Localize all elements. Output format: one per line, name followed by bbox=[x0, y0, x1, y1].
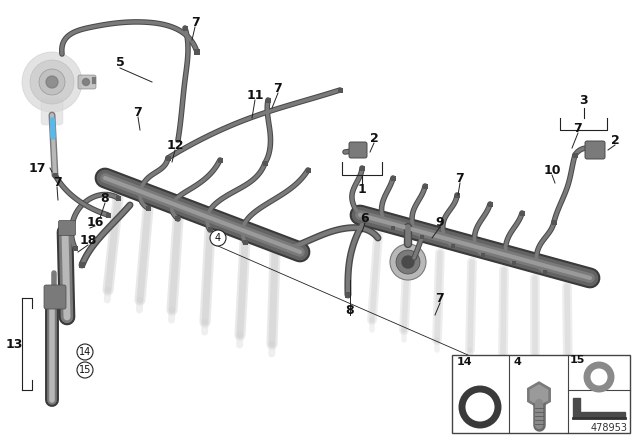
Bar bbox=[145, 206, 150, 211]
Bar bbox=[207, 228, 212, 233]
Bar bbox=[194, 49, 200, 55]
Polygon shape bbox=[573, 398, 625, 418]
Text: 18: 18 bbox=[79, 233, 97, 246]
Bar bbox=[488, 202, 493, 207]
Circle shape bbox=[77, 362, 93, 378]
Bar bbox=[422, 184, 428, 189]
Bar bbox=[543, 270, 547, 274]
Bar bbox=[512, 261, 516, 265]
Bar bbox=[243, 240, 248, 245]
Bar bbox=[266, 98, 271, 103]
Bar bbox=[79, 262, 85, 268]
Text: 3: 3 bbox=[579, 94, 588, 107]
Text: 7: 7 bbox=[274, 82, 282, 95]
Text: 15: 15 bbox=[79, 365, 91, 375]
Text: 7: 7 bbox=[436, 292, 444, 305]
Bar bbox=[182, 26, 188, 30]
Bar bbox=[106, 212, 111, 217]
Text: 7: 7 bbox=[134, 105, 142, 119]
FancyBboxPatch shape bbox=[585, 141, 605, 159]
Bar bbox=[305, 168, 310, 172]
Text: 7: 7 bbox=[456, 172, 465, 185]
Text: 10: 10 bbox=[543, 164, 561, 177]
Bar bbox=[218, 158, 223, 163]
Bar bbox=[360, 165, 365, 171]
Text: 6: 6 bbox=[361, 211, 369, 224]
Text: 9: 9 bbox=[436, 215, 444, 228]
Circle shape bbox=[77, 344, 93, 360]
Text: 15: 15 bbox=[570, 355, 586, 365]
Bar bbox=[72, 246, 77, 250]
Text: 7: 7 bbox=[191, 16, 200, 29]
Text: 17: 17 bbox=[28, 161, 45, 175]
Bar bbox=[52, 172, 58, 177]
Text: 1: 1 bbox=[358, 182, 366, 195]
Text: 5: 5 bbox=[116, 56, 124, 69]
Circle shape bbox=[466, 393, 494, 421]
Text: 12: 12 bbox=[166, 138, 184, 151]
Bar bbox=[345, 292, 351, 298]
Circle shape bbox=[210, 230, 226, 246]
Text: 8: 8 bbox=[346, 303, 355, 316]
Bar bbox=[175, 216, 180, 221]
Text: 4: 4 bbox=[514, 357, 522, 367]
Bar bbox=[390, 176, 396, 181]
Bar bbox=[454, 193, 460, 198]
Bar bbox=[391, 226, 395, 230]
Bar bbox=[420, 235, 424, 239]
Text: 14: 14 bbox=[457, 357, 472, 367]
Bar bbox=[115, 195, 120, 201]
Bar bbox=[573, 152, 577, 158]
FancyBboxPatch shape bbox=[58, 220, 76, 236]
Circle shape bbox=[390, 244, 426, 280]
Circle shape bbox=[30, 60, 74, 104]
FancyBboxPatch shape bbox=[44, 285, 66, 309]
Bar bbox=[262, 160, 268, 165]
FancyBboxPatch shape bbox=[349, 142, 367, 158]
Bar bbox=[552, 220, 557, 224]
Circle shape bbox=[22, 52, 82, 112]
Text: 16: 16 bbox=[86, 215, 104, 228]
Bar bbox=[452, 355, 630, 433]
Bar bbox=[363, 216, 367, 220]
Text: 478953: 478953 bbox=[591, 423, 628, 433]
Bar bbox=[481, 253, 485, 257]
Bar bbox=[520, 211, 525, 215]
Text: 14: 14 bbox=[79, 347, 91, 357]
FancyBboxPatch shape bbox=[78, 75, 96, 89]
Bar bbox=[451, 244, 455, 248]
Text: 4: 4 bbox=[215, 233, 221, 243]
Circle shape bbox=[39, 69, 65, 95]
Bar bbox=[337, 87, 342, 92]
Text: 2: 2 bbox=[370, 132, 378, 145]
Circle shape bbox=[591, 369, 607, 385]
Circle shape bbox=[46, 76, 58, 88]
Text: 2: 2 bbox=[611, 134, 620, 146]
Circle shape bbox=[402, 256, 414, 268]
Text: 8: 8 bbox=[100, 191, 109, 204]
Text: 7: 7 bbox=[573, 121, 582, 134]
Circle shape bbox=[83, 78, 90, 86]
Text: 13: 13 bbox=[5, 337, 22, 350]
Circle shape bbox=[396, 250, 420, 274]
Text: 11: 11 bbox=[246, 89, 264, 102]
Text: 7: 7 bbox=[52, 176, 61, 189]
Bar bbox=[166, 155, 170, 160]
FancyBboxPatch shape bbox=[41, 99, 63, 125]
